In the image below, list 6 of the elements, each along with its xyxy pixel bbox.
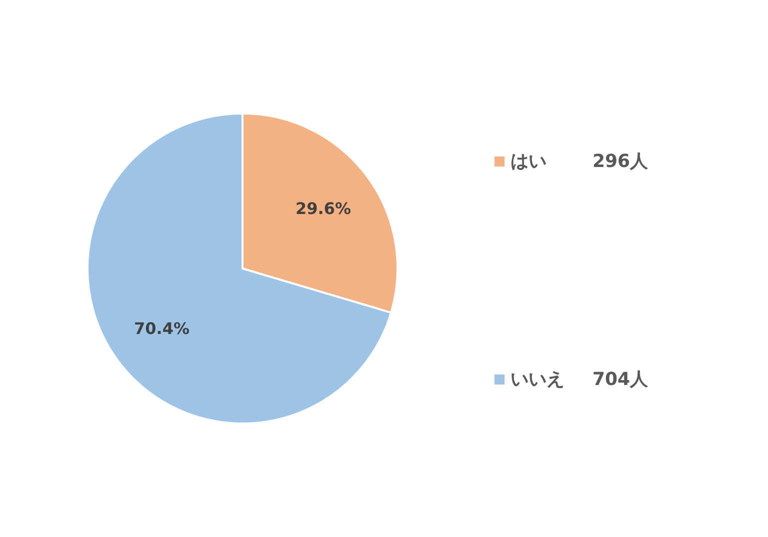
data-label: 70.4%	[134, 319, 190, 338]
text: 704人	[592, 369, 650, 390]
legend-label: はい	[510, 151, 546, 172]
legend-label: いいえ	[510, 369, 564, 390]
data-label: 29.6%	[296, 198, 352, 218]
text: 296人	[592, 151, 650, 172]
